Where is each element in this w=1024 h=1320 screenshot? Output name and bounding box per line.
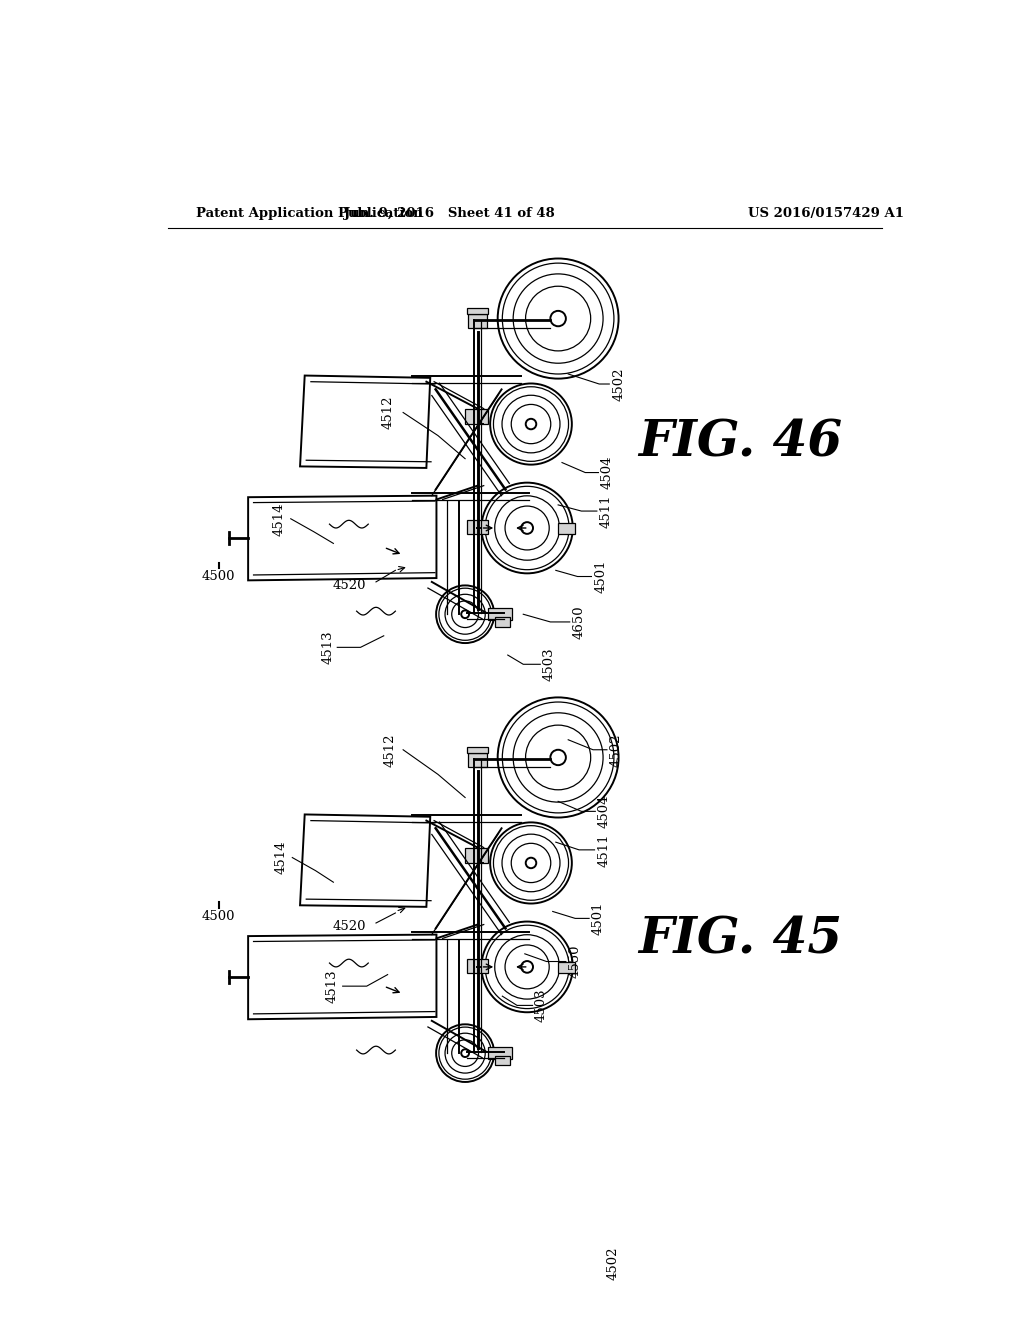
Bar	[467, 308, 488, 314]
Bar	[465, 847, 488, 863]
Bar	[468, 314, 486, 327]
Text: 4500: 4500	[202, 570, 236, 583]
Text: 4504: 4504	[601, 455, 613, 490]
Bar	[467, 520, 488, 535]
Text: Jun. 9, 2016   Sheet 41 of 48: Jun. 9, 2016 Sheet 41 of 48	[344, 207, 555, 220]
Bar	[468, 752, 486, 767]
Text: US 2016/0157429 A1: US 2016/0157429 A1	[748, 207, 903, 220]
Text: 4514: 4514	[272, 502, 286, 536]
Text: FIG. 45: FIG. 45	[638, 916, 843, 965]
Text: 4511: 4511	[598, 833, 610, 867]
Text: 4504: 4504	[598, 795, 610, 828]
Bar	[488, 609, 512, 620]
Text: 4502: 4502	[607, 1246, 620, 1280]
Text: 4500: 4500	[202, 909, 236, 923]
Bar	[495, 1056, 510, 1065]
Bar	[558, 962, 575, 973]
Bar	[558, 524, 575, 535]
Text: 4513: 4513	[322, 631, 335, 664]
Text: 4514: 4514	[274, 841, 287, 874]
Text: 4512: 4512	[383, 733, 396, 767]
Text: 4501: 4501	[595, 560, 607, 593]
Bar	[495, 618, 510, 627]
Text: 4501: 4501	[592, 902, 604, 935]
Bar	[467, 747, 488, 752]
Bar	[488, 1047, 512, 1059]
Text: FIG. 46: FIG. 46	[638, 418, 843, 467]
Bar	[467, 960, 488, 973]
Text: 4520: 4520	[332, 579, 366, 593]
Text: 4650: 4650	[572, 605, 585, 639]
Text: 4512: 4512	[382, 396, 395, 429]
Text: 4513: 4513	[326, 969, 338, 1003]
Text: Patent Application Publication: Patent Application Publication	[197, 207, 423, 220]
Text: 4550: 4550	[568, 945, 582, 978]
Text: 4520: 4520	[332, 920, 366, 933]
Text: 4511: 4511	[599, 494, 612, 528]
Text: 4502: 4502	[609, 733, 623, 767]
Text: 4503: 4503	[535, 989, 548, 1022]
Bar	[465, 409, 488, 424]
Text: 4503: 4503	[543, 648, 556, 681]
Text: 4502: 4502	[612, 367, 626, 401]
